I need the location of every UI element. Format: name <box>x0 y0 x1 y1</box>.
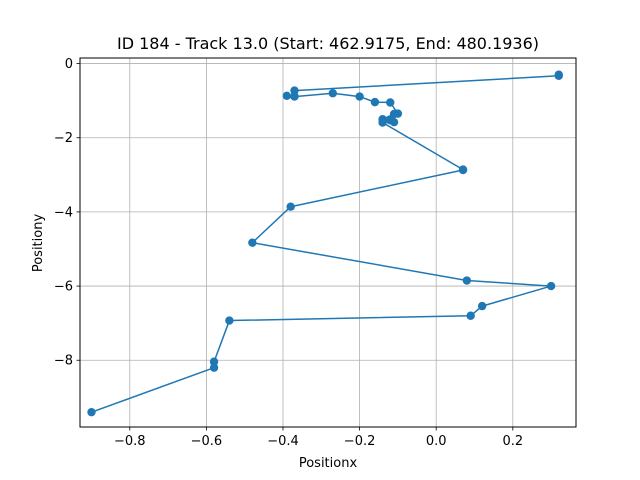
x-tick-label: −0.2 <box>344 434 376 449</box>
y-axis-label: Positiony <box>31 214 46 273</box>
x-tick-label: −0.6 <box>191 434 223 449</box>
y-tick-label: −4 <box>54 205 73 220</box>
data-point <box>389 109 399 119</box>
data-point <box>458 165 468 175</box>
data-point <box>355 92 364 101</box>
data-point <box>546 281 556 291</box>
ticks: −0.8 −0.6 −0.4 −0.2 0.0 0.2 0 −2 −4 −6 −8 <box>54 57 523 449</box>
plot-frame <box>79 57 577 428</box>
data-point <box>282 91 292 101</box>
x-tick-label: −0.4 <box>267 434 299 449</box>
data-point <box>225 316 234 325</box>
y-tick-label: −8 <box>54 354 73 369</box>
x-tick-label: 0.2 <box>502 434 523 449</box>
data-point <box>378 118 387 127</box>
data-point <box>209 363 219 372</box>
x-tick-label: 0.0 <box>426 434 447 449</box>
data-point <box>87 407 96 417</box>
data-point <box>328 89 337 98</box>
data-point <box>248 238 257 247</box>
data-point <box>290 92 299 101</box>
data-point <box>209 357 219 366</box>
grid <box>80 58 576 427</box>
data-point <box>286 202 295 211</box>
series-points-group <box>87 70 563 417</box>
x-tick-label: −0.8 <box>114 434 146 449</box>
data-point <box>389 117 399 127</box>
data-point <box>386 98 395 107</box>
data-point <box>462 276 472 285</box>
x-axis-label: Positionx <box>299 456 358 471</box>
data-point <box>554 71 563 81</box>
chart-title: ID 184 - Track 13.0 (Start: 462.9175, En… <box>117 34 539 53</box>
y-tick-label: −6 <box>54 280 73 295</box>
data-point <box>466 311 475 320</box>
data-point <box>370 97 380 107</box>
y-tick-label: −2 <box>54 131 73 146</box>
data-point <box>477 301 487 311</box>
y-tick-label: 0 <box>65 57 73 72</box>
